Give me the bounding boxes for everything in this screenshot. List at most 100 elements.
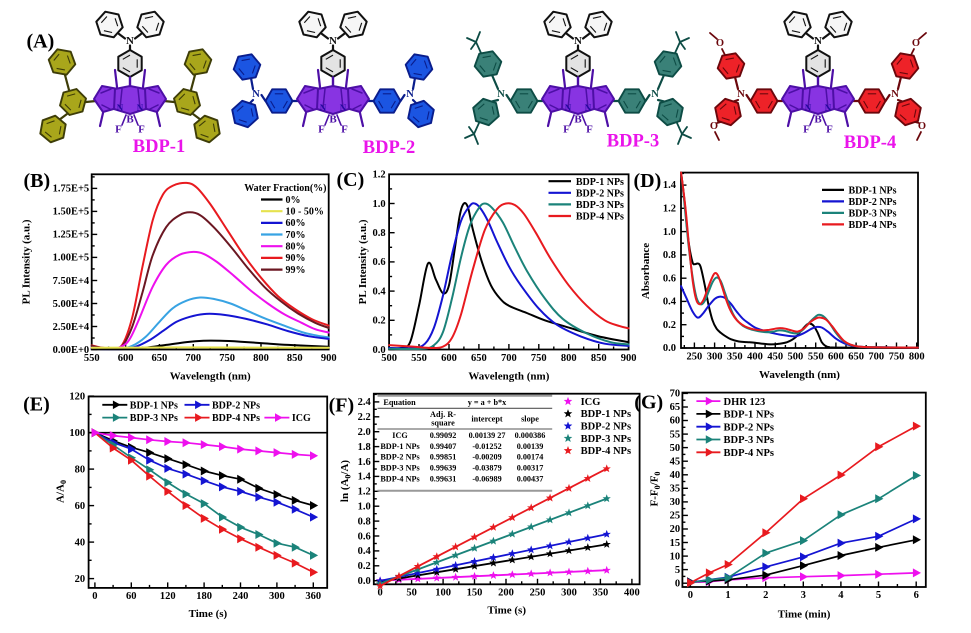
- svg-text:0.2: 0.2: [372, 316, 385, 327]
- svg-text:150: 150: [467, 587, 483, 598]
- svg-text:2.50E+4: 2.50E+4: [53, 322, 90, 333]
- svg-text:250: 250: [530, 587, 546, 598]
- svg-text:N: N: [585, 103, 592, 113]
- svg-text:slope: slope: [521, 414, 539, 423]
- svg-text:0.99407: 0.99407: [430, 442, 457, 451]
- svg-text:1.75E+5: 1.75E+5: [53, 184, 90, 195]
- svg-text:0.99639: 0.99639: [430, 464, 457, 473]
- svg-text:0.0: 0.0: [372, 345, 385, 356]
- svg-text:N: N: [814, 35, 822, 47]
- svg-text:100: 100: [69, 428, 85, 439]
- svg-text:0.00317: 0.00317: [517, 464, 544, 473]
- svg-text:300: 300: [707, 352, 723, 363]
- svg-text:0: 0: [675, 579, 680, 590]
- svg-text:500: 500: [788, 352, 804, 363]
- svg-text:550: 550: [808, 352, 824, 363]
- svg-text:Absorbance: Absorbance: [640, 243, 652, 299]
- svg-text:B: B: [574, 114, 582, 126]
- svg-text:3: 3: [801, 590, 806, 601]
- svg-text:1.50E+5: 1.50E+5: [53, 207, 90, 218]
- svg-text:Wavelength (nm): Wavelength (nm): [170, 370, 251, 382]
- svg-text:B: B: [126, 114, 134, 126]
- svg-text:250: 250: [687, 352, 703, 363]
- svg-text:BDP-1 NPs: BDP-1 NPs: [581, 409, 631, 420]
- svg-text:BDP-2 NPs: BDP-2 NPs: [380, 453, 419, 462]
- svg-text:-0.00209: -0.00209: [472, 453, 501, 462]
- svg-text:BDP-1 NPs: BDP-1 NPs: [849, 186, 897, 197]
- svg-text:60: 60: [75, 501, 86, 512]
- svg-text:400: 400: [747, 352, 763, 363]
- svg-text:750: 750: [531, 353, 547, 364]
- svg-text:0.99851: 0.99851: [430, 453, 457, 462]
- svg-text:550: 550: [84, 353, 100, 364]
- svg-text:(E): (E): [23, 394, 50, 416]
- svg-text:200: 200: [498, 587, 514, 598]
- svg-text:B: B: [814, 114, 822, 126]
- svg-text:N: N: [574, 35, 582, 47]
- svg-text:25: 25: [670, 511, 681, 522]
- svg-text:50: 50: [670, 443, 681, 454]
- svg-text:0.6: 0.6: [372, 257, 385, 268]
- svg-text:850: 850: [591, 353, 607, 364]
- svg-text:y = a + b*x: y = a + b*x: [468, 398, 507, 407]
- svg-text:0.00174: 0.00174: [517, 453, 544, 462]
- svg-text:40: 40: [75, 537, 86, 548]
- svg-text:0.6: 0.6: [358, 531, 371, 542]
- svg-text:N: N: [329, 35, 337, 47]
- svg-text:N: N: [126, 35, 134, 47]
- svg-text:0: 0: [377, 587, 382, 598]
- svg-text:900: 900: [621, 353, 637, 364]
- svg-text:240: 240: [233, 591, 249, 602]
- svg-text:ICG: ICG: [581, 397, 601, 408]
- svg-text:2.2: 2.2: [358, 412, 371, 423]
- svg-text:F: F: [826, 124, 833, 136]
- svg-text:BDP-3 NPs: BDP-3 NPs: [130, 413, 178, 424]
- svg-text:800: 800: [253, 353, 269, 364]
- svg-text:N: N: [406, 89, 414, 100]
- svg-text:N: N: [891, 89, 899, 100]
- svg-text:0.6: 0.6: [663, 273, 676, 284]
- svg-text:-0.01252: -0.01252: [472, 442, 501, 451]
- svg-text:0.0: 0.0: [663, 343, 676, 354]
- svg-text:99%: 99%: [286, 265, 306, 276]
- svg-text:BDP-3 NPs: BDP-3 NPs: [849, 209, 897, 220]
- svg-text:0.00E+0: 0.00E+0: [53, 345, 90, 356]
- svg-text:Time (min): Time (min): [778, 609, 831, 621]
- svg-text:O: O: [912, 38, 920, 49]
- svg-text:B: B: [329, 114, 337, 126]
- svg-text:100: 100: [435, 587, 451, 598]
- svg-text:(B): (B): [24, 170, 51, 192]
- svg-text:60%: 60%: [286, 218, 306, 229]
- svg-text:F: F: [586, 124, 593, 136]
- svg-text:N: N: [825, 103, 832, 113]
- svg-text:BDP-1: BDP-1: [133, 137, 185, 157]
- svg-text:20: 20: [75, 574, 86, 585]
- svg-text:Wavelength (nm): Wavelength (nm): [759, 369, 840, 381]
- svg-text:0.8: 0.8: [663, 250, 676, 261]
- svg-text:F: F: [138, 124, 145, 136]
- svg-text:BDP-2 NPs: BDP-2 NPs: [724, 422, 774, 433]
- svg-text:600: 600: [441, 353, 457, 364]
- svg-text:BDP-4 NPs: BDP-4 NPs: [380, 475, 419, 484]
- svg-text:1.8: 1.8: [358, 442, 371, 453]
- svg-text:40: 40: [670, 470, 681, 481]
- svg-text:20: 20: [670, 524, 681, 535]
- svg-text:BDP-4 NPs: BDP-4 NPs: [849, 220, 897, 231]
- svg-text:35: 35: [670, 484, 681, 495]
- svg-text:120: 120: [160, 591, 176, 602]
- svg-text:2.0: 2.0: [358, 427, 371, 438]
- svg-text:60: 60: [670, 416, 681, 427]
- svg-text:N: N: [320, 103, 327, 113]
- svg-text:800: 800: [909, 352, 925, 363]
- svg-text:BDP-3 NPs: BDP-3 NPs: [576, 200, 624, 211]
- svg-text:0.99631: 0.99631: [430, 475, 457, 484]
- svg-text:BDP-1 NPs: BDP-1 NPs: [576, 177, 624, 188]
- svg-text:5.00E+4: 5.00E+4: [53, 299, 90, 310]
- svg-text:0.99092: 0.99092: [430, 431, 457, 440]
- svg-text:600: 600: [828, 352, 844, 363]
- svg-text:Water Fraction(%): Water Fraction(%): [244, 183, 326, 194]
- svg-text:60: 60: [126, 591, 137, 602]
- svg-text:450: 450: [767, 352, 783, 363]
- svg-text:F: F: [341, 124, 348, 136]
- svg-text:0.00139 27: 0.00139 27: [469, 431, 506, 440]
